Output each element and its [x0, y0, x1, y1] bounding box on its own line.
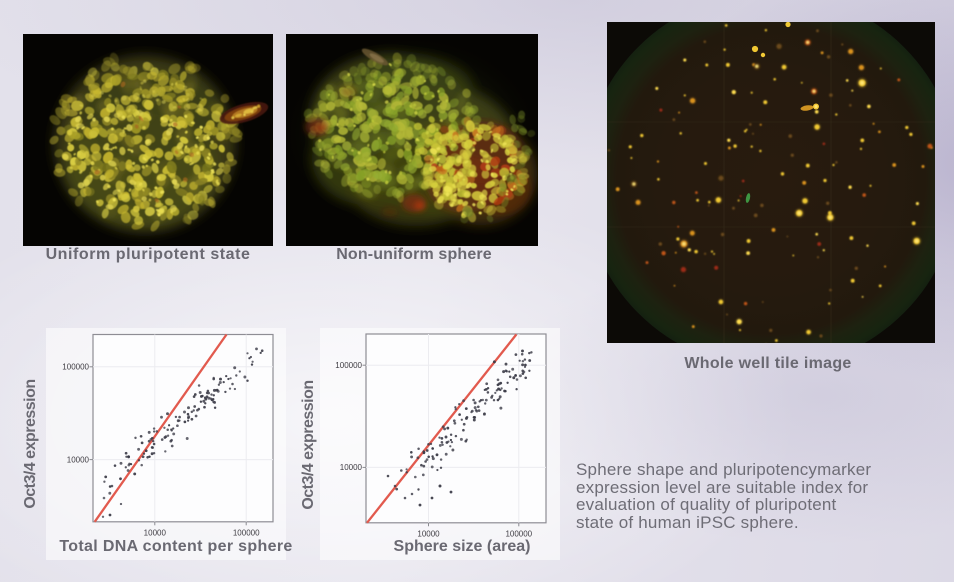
svg-text:10000: 10000	[417, 530, 440, 539]
svg-text:10000: 10000	[67, 455, 90, 464]
svg-text:100000: 100000	[505, 530, 532, 539]
svg-text:100000: 100000	[62, 363, 89, 372]
svg-text:10000: 10000	[144, 529, 167, 538]
svg-text:100000: 100000	[335, 361, 362, 370]
svg-text:100000: 100000	[233, 529, 260, 538]
svg-text:10000: 10000	[340, 463, 363, 472]
